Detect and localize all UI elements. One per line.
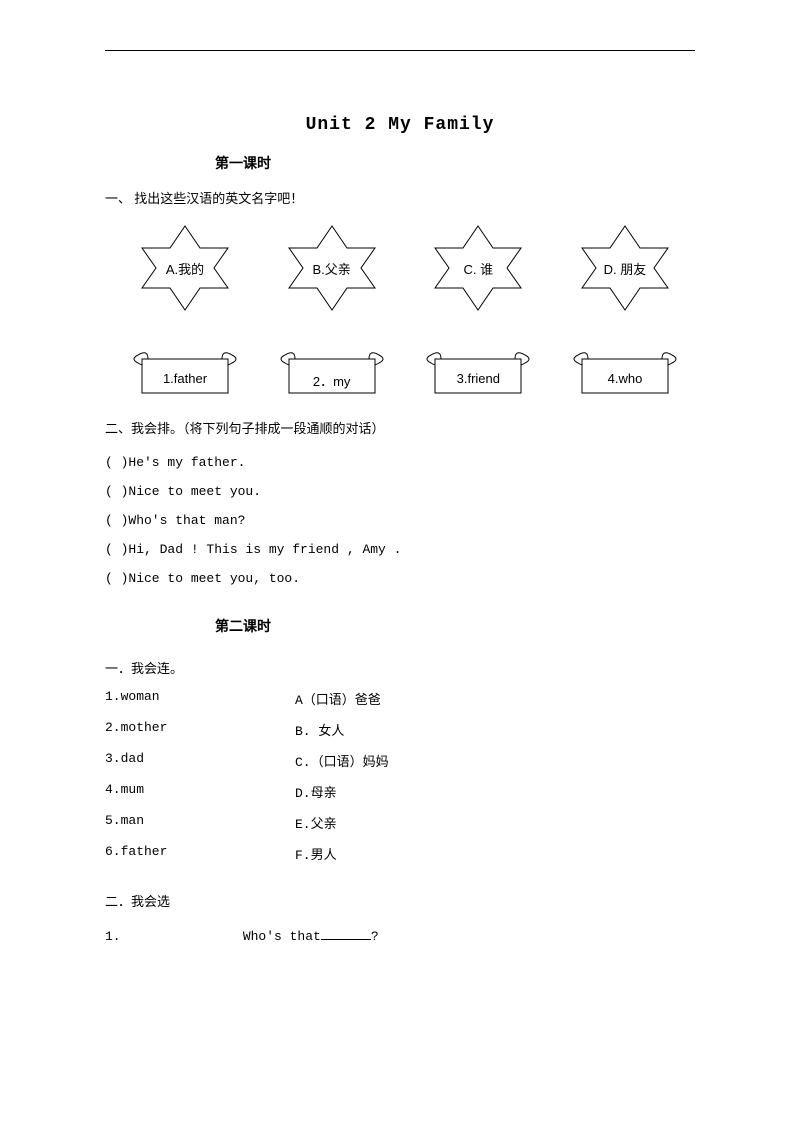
scroll-label: 4.who <box>570 371 680 386</box>
lesson2-section1-prompt: 一．我会连。 <box>105 658 695 677</box>
match-left: 2.mother <box>105 720 295 739</box>
lesson2-section2-prompt: 二．我会选 <box>105 891 695 910</box>
match-right: D.母亲 <box>295 782 337 801</box>
match-right: F.男人 <box>295 844 337 863</box>
question-text-after: ? <box>371 929 379 944</box>
scroll-item: 4.who <box>570 349 680 399</box>
order-item: ( )Nice to meet you, too. <box>105 571 695 586</box>
order-item: ( )He's my father. <box>105 455 695 470</box>
match-right: C.（口语）妈妈 <box>295 751 389 770</box>
star-label: A.我的 <box>166 259 204 278</box>
match-left: 1.woman <box>105 689 295 708</box>
scroll-item: 1.father <box>130 349 240 399</box>
order-item: ( )Who's that man? <box>105 513 695 528</box>
match-right: E.父亲 <box>295 813 337 832</box>
question-number: 1. <box>105 929 235 944</box>
lesson2-heading: 第二课时 <box>215 616 695 636</box>
fill-blank[interactable] <box>321 926 371 940</box>
match-row: 1.woman A（口语）爸爸 <box>105 689 695 708</box>
match-left: 6.father <box>105 844 295 863</box>
scroll-label: 3.friend <box>423 371 533 386</box>
order-item: ( )Hi, Dad ! This is my friend , Amy . <box>105 542 695 557</box>
top-horizontal-rule <box>105 50 695 51</box>
page-title: Unit 2 My Family <box>105 115 695 135</box>
match-row: 2.mother B. 女人 <box>105 720 695 739</box>
scrolls-row: 1.father 2．my 3.friend 4.who <box>130 349 680 399</box>
lesson1-section1-prompt: 一、 找出这些汉语的英文名字吧！ <box>105 187 695 210</box>
scroll-item: 2．my <box>277 349 387 399</box>
scroll-label: 1.father <box>130 371 240 386</box>
match-row: 4.mum D.母亲 <box>105 782 695 801</box>
order-item: ( )Nice to meet you. <box>105 484 695 499</box>
star-label: B.父亲 <box>313 259 351 278</box>
scroll-label: 2．my <box>277 371 387 390</box>
match-left: 5.man <box>105 813 295 832</box>
star-item: A.我的 <box>120 222 250 314</box>
star-item: C. 谁 <box>413 222 543 314</box>
star-label: D. 朋友 <box>604 259 647 278</box>
star-label: C. 谁 <box>464 259 494 278</box>
match-right: A（口语）爸爸 <box>295 689 381 708</box>
match-row: 3.dad C.（口语）妈妈 <box>105 751 695 770</box>
match-left: 4.mum <box>105 782 295 801</box>
stars-row: A.我的 B.父亲 C. 谁 D. 朋友 <box>120 222 690 314</box>
star-item: B.父亲 <box>267 222 397 314</box>
scroll-item: 3.friend <box>423 349 533 399</box>
match-row: 6.father F.男人 <box>105 844 695 863</box>
star-item: D. 朋友 <box>560 222 690 314</box>
choice-question: 1. Who's that? <box>105 926 695 944</box>
match-right: B. 女人 <box>295 720 344 739</box>
lesson1-heading: 第一课时 <box>215 153 695 173</box>
match-row: 5.man E.父亲 <box>105 813 695 832</box>
match-left: 3.dad <box>105 751 295 770</box>
question-text-before: Who's that <box>243 929 321 944</box>
lesson1-section2-prompt: 二、我会排。（将下列句子排成一段通顺的对话） <box>105 417 695 440</box>
